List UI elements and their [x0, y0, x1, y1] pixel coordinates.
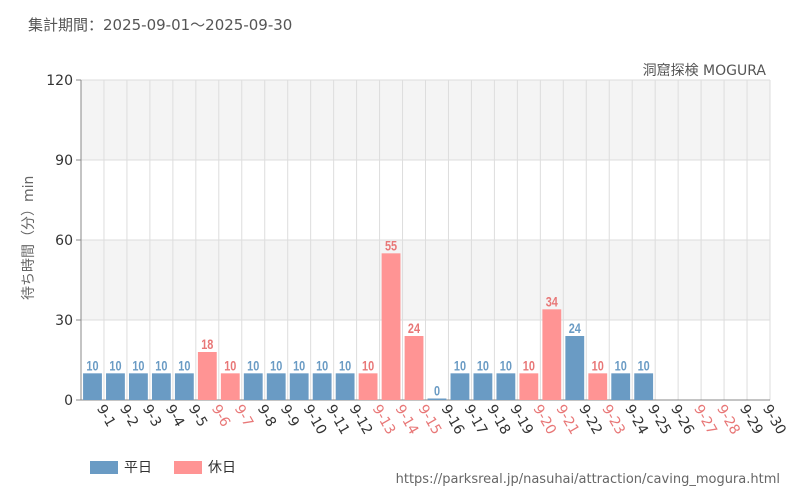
- x-tick-label-9-25: 9-25: [644, 402, 674, 438]
- data-label-9-18: 10: [477, 358, 489, 374]
- x-tick-label-9-5: 9-5: [185, 402, 210, 430]
- legend-item-holiday: 休日: [174, 457, 236, 477]
- bar-9-24: [611, 373, 631, 400]
- legend-swatch-holiday: [174, 460, 202, 474]
- bar-9-6: [197, 352, 217, 400]
- data-label-9-14: 55: [385, 238, 397, 254]
- x-tick-label-9-11: 9-11: [323, 402, 353, 438]
- data-label-9-12: 10: [339, 358, 351, 374]
- data-label-9-1: 10: [86, 358, 98, 374]
- x-tick-label-9-14: 9-14: [392, 402, 422, 438]
- x-tick-label-9-28: 9-28: [713, 402, 743, 438]
- chart-title: 洞窟探検 MOGURA: [642, 63, 766, 79]
- data-label-9-7: 10: [224, 358, 236, 374]
- data-label-9-19: 10: [500, 358, 512, 374]
- bar-9-18: [473, 373, 493, 400]
- data-label-9-11: 10: [316, 358, 328, 374]
- x-tick-label-9-2: 9-2: [116, 402, 141, 430]
- x-tick-label-9-30: 9-30: [759, 402, 789, 438]
- bar-9-19: [496, 373, 516, 400]
- data-label-9-9: 10: [270, 358, 282, 374]
- bar-9-5: [174, 373, 194, 400]
- bar-9-9: [266, 373, 286, 400]
- data-label-9-23: 10: [592, 358, 604, 374]
- y-tick-label: 90: [55, 153, 73, 169]
- x-tick-label-9-3: 9-3: [139, 402, 164, 430]
- bar-9-20: [519, 373, 539, 400]
- x-tick-label-9-15: 9-15: [415, 402, 445, 438]
- y-tick-label: 120: [46, 73, 73, 89]
- data-label-9-15: 24: [408, 321, 420, 337]
- bar-9-8: [243, 373, 263, 400]
- x-tick-label-9-13: 9-13: [369, 402, 399, 438]
- data-label-9-22: 24: [569, 321, 581, 337]
- x-tick-label-9-29: 9-29: [736, 402, 766, 438]
- bar-9-10: [289, 373, 309, 400]
- x-tick-label-9-19: 9-19: [506, 402, 536, 438]
- bar-9-1: [83, 373, 102, 400]
- x-tick-label-9-16: 9-16: [438, 402, 468, 438]
- data-label-9-3: 10: [132, 358, 144, 374]
- bar-9-13: [358, 373, 378, 400]
- data-label-9-20: 10: [523, 358, 535, 374]
- bar-9-17: [450, 373, 470, 400]
- x-tick-label-9-9: 9-9: [277, 402, 302, 430]
- legend-label-weekday: 平日: [124, 460, 152, 476]
- data-label-9-13: 10: [362, 358, 374, 374]
- legend-item-weekday: 平日: [90, 457, 152, 477]
- data-label-9-4: 10: [155, 358, 167, 374]
- x-tick-label-9-6: 9-6: [208, 402, 233, 430]
- bar-9-14: [381, 253, 401, 400]
- data-label-9-16: 0: [434, 383, 440, 399]
- x-tick-label-9-26: 9-26: [667, 402, 697, 438]
- legend-swatch-weekday: [90, 460, 118, 474]
- x-tick-label-9-23: 9-23: [598, 402, 628, 438]
- x-tick-label-9-4: 9-4: [162, 402, 187, 430]
- bar-9-23: [588, 373, 608, 400]
- x-tick-label-9-24: 9-24: [621, 402, 651, 438]
- bar-9-21: [542, 309, 562, 400]
- x-tick-label-9-8: 9-8: [254, 402, 279, 430]
- bar-9-4: [151, 373, 171, 400]
- bar-9-12: [335, 373, 355, 400]
- legend: 平日 休日: [90, 457, 258, 477]
- bar-9-25: [634, 373, 654, 400]
- y-tick-label: 60: [55, 233, 73, 249]
- data-label-9-8: 10: [247, 358, 259, 374]
- data-label-9-17: 10: [454, 358, 466, 374]
- legend-label-holiday: 休日: [208, 460, 236, 476]
- x-tick-label-9-22: 9-22: [575, 402, 605, 438]
- data-label-9-6: 18: [201, 337, 213, 353]
- bar-9-3: [129, 373, 148, 400]
- bar-9-11: [312, 373, 332, 400]
- x-tick-label-9-7: 9-7: [231, 402, 256, 430]
- x-tick-label-9-1: 9-1: [93, 402, 118, 430]
- x-tick-label-9-20: 9-20: [529, 402, 559, 438]
- data-label-9-5: 10: [178, 358, 190, 374]
- x-tick-label-9-18: 9-18: [483, 402, 513, 438]
- bar-9-22: [565, 336, 585, 400]
- data-label-9-10: 10: [293, 358, 305, 374]
- bar-9-7: [220, 373, 240, 400]
- x-tick-label-9-27: 9-27: [690, 402, 720, 438]
- x-tick-label-9-12: 9-12: [346, 402, 376, 438]
- bar-9-2: [106, 373, 125, 400]
- data-label-9-24: 10: [615, 358, 627, 374]
- source-url[interactable]: https://parksreal.jp/nasuhai/attraction/…: [395, 472, 780, 487]
- x-tick-label-9-10: 9-10: [300, 402, 330, 438]
- period-label: 集計期間：2025-09-01～2025-09-30: [28, 16, 293, 34]
- data-label-9-25: 10: [638, 358, 650, 374]
- data-label-9-2: 10: [109, 358, 121, 374]
- bar-9-16: [427, 398, 447, 400]
- data-label-9-21: 34: [546, 294, 558, 310]
- x-tick-label-9-17: 9-17: [460, 402, 490, 438]
- bar-9-15: [404, 336, 424, 400]
- x-tick-label-9-21: 9-21: [552, 402, 582, 438]
- y-tick-label: 0: [64, 393, 73, 409]
- y-tick-label: 30: [55, 313, 73, 329]
